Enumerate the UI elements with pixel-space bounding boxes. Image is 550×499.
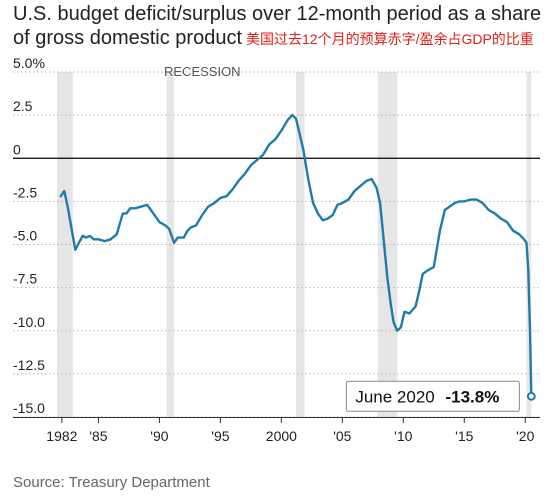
deficit-line xyxy=(59,113,533,398)
annotation-value: -13.8% xyxy=(445,387,499,406)
title-line-2: of gross domestic product xyxy=(13,27,242,49)
y-tick-label-2: 0 xyxy=(13,141,21,157)
x-tick-label-5: '05 xyxy=(333,428,351,444)
gridlines xyxy=(13,71,540,418)
x-tick-label-8: '20 xyxy=(516,428,534,444)
annotation-point xyxy=(526,391,536,401)
x-tick-label-4: 2000 xyxy=(266,428,297,444)
y-tick-label-5: -7.5 xyxy=(13,271,37,287)
y-tick-label-0: 5.0% xyxy=(13,55,45,71)
y-tick-label-3: -2.5 xyxy=(13,184,37,200)
x-tick-label-2: '90 xyxy=(150,428,168,444)
source-note: Source: Treasury Department xyxy=(13,474,210,491)
y-tick-label-1: 2.5 xyxy=(13,98,33,114)
y-axis-ticks: 5.0% 2.5 0 -2.5 -5.0 -7.5 -10.0 -12.5 -15.0 xyxy=(13,55,45,416)
title-line-1: U.S. budget deficit/surplus over 12-mont… xyxy=(13,3,542,25)
chart-title: U.S. budget deficit/surplus over 12-mont… xyxy=(13,2,543,51)
x-tick-label-6: '10 xyxy=(394,428,412,444)
y-tick-label-4: -5.0 xyxy=(13,228,37,244)
recession-label: RECESSION xyxy=(164,64,241,79)
annotation-callout: June 2020 -13.8% xyxy=(345,380,536,412)
x-tick-label-3: '95 xyxy=(211,428,229,444)
y-tick-label-6: -10.0 xyxy=(13,314,45,330)
x-tick-label-7: '15 xyxy=(455,428,473,444)
x-axis-ticks: 1982 '85 '90 '95 2000 '05 '10 '15 '20 xyxy=(46,417,535,444)
line-chart: RECESSION 5.0% 2.5 0 -2.5 -5.0 -7.5 -10.0 -12.5… xyxy=(13,55,540,444)
annotation-label: June 2020 xyxy=(355,387,434,406)
recession-band-2 xyxy=(296,72,305,417)
x-tick-label-0: 1982 xyxy=(46,428,77,444)
annotation-text: June 2020 -13.8% xyxy=(355,387,499,406)
recession-band-4 xyxy=(526,72,532,417)
annotation-box xyxy=(345,380,520,412)
title-chinese: 美国过去12个月的预算赤字/盈余占GDP的比重 xyxy=(246,31,534,47)
y-tick-label-7: -12.5 xyxy=(13,357,45,373)
x-tick-label-1: '85 xyxy=(89,428,107,444)
y-tick-label-8: -15.0 xyxy=(13,400,45,416)
